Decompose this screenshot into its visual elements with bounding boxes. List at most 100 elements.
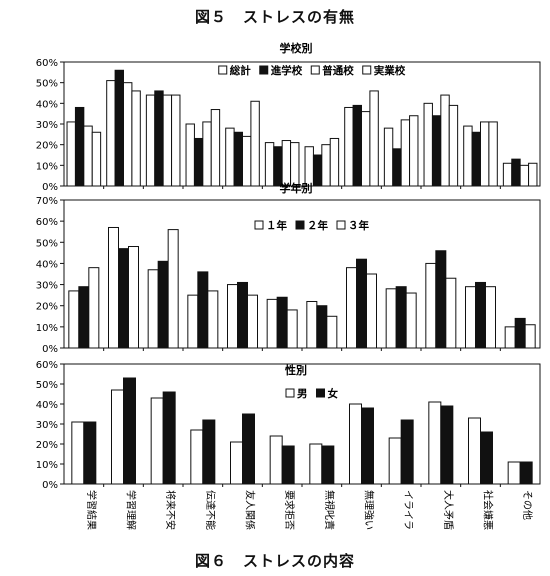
legend-label: 進学校 xyxy=(271,64,303,77)
bar-２年-友人関係 xyxy=(237,281,248,349)
x-category-label: 友人関係 xyxy=(244,490,257,530)
y-tick-label: 10% xyxy=(36,460,58,471)
bar-総計-無視叱責 xyxy=(304,146,314,187)
legend-label: 普通校 xyxy=(322,64,354,77)
x-category-label: イライラ xyxy=(402,490,414,530)
bar-進学校-要求拒否 xyxy=(273,146,283,187)
bar-進学校-イライラ xyxy=(392,148,402,187)
bar-女-伝達不能 xyxy=(202,419,216,485)
x-category-label: 学習結果 xyxy=(85,490,98,530)
bar-進学校-学習結果 xyxy=(74,106,85,187)
x-category-label: 無視叱責 xyxy=(323,490,336,530)
bar-女-将来不安 xyxy=(162,391,176,485)
y-tick-label: 0% xyxy=(42,344,58,355)
legend: 男女 xyxy=(285,387,339,400)
bar-１年-要求拒否 xyxy=(266,298,278,349)
y-tick-label: 40% xyxy=(36,400,58,411)
bar-進学校-伝達不能 xyxy=(193,137,204,187)
legend: １年 ２年 ３年 xyxy=(254,219,369,232)
bar-２年-その他 xyxy=(514,317,526,349)
bar-普通校-要求拒否 xyxy=(281,140,292,187)
bar-２年-大人矛盾 xyxy=(435,250,447,349)
legend-swatch xyxy=(310,65,320,75)
bar-３年-友人関係 xyxy=(247,294,258,349)
bar-女-要求拒否 xyxy=(281,445,295,485)
x-category-label: 無理強い xyxy=(363,490,376,530)
bar-３年-無理強い xyxy=(366,273,377,349)
bar-実業校-無理強い xyxy=(369,90,379,187)
legend-label: ３年 xyxy=(348,219,369,232)
bar-男-無理強い xyxy=(349,403,362,485)
y-tick-label: 40% xyxy=(36,99,58,110)
bar-１年-伝達不能 xyxy=(187,294,199,349)
bar-女-無視叱責 xyxy=(321,445,335,485)
y-tick-label: 40% xyxy=(36,259,58,270)
bar-男-伝達不能 xyxy=(190,429,204,485)
bar-実業校-社会嫌悪 xyxy=(488,121,498,187)
bar-男-社会嫌悪 xyxy=(468,417,481,485)
bar-男-学習結果 xyxy=(71,421,85,485)
bar-実業校-要求拒否 xyxy=(290,142,300,187)
bar-３年-イライラ xyxy=(405,292,417,349)
bar-３年-無視叱責 xyxy=(326,315,338,349)
bar-男-友人関係 xyxy=(230,441,243,485)
bar-２年-要求拒否 xyxy=(276,296,288,349)
bar-２年-イライラ xyxy=(395,286,407,349)
x-category-label: 学習理解 xyxy=(125,490,138,530)
bar-男-将来不安 xyxy=(150,397,164,485)
bar-男-無視叱責 xyxy=(309,443,323,485)
legend-swatch xyxy=(218,65,228,75)
bar-１年-その他 xyxy=(504,326,516,349)
bar-進学校-社会嫌悪 xyxy=(471,131,482,187)
bar-総計-社会嫌悪 xyxy=(463,125,473,187)
bar-普通校-イライラ xyxy=(400,119,411,187)
bar-普通校-友人関係 xyxy=(242,135,252,187)
bar-３年-社会嫌悪 xyxy=(485,286,496,349)
bar-女-大人矛盾 xyxy=(440,405,454,485)
bar-普通校-無視叱責 xyxy=(321,144,331,187)
x-category-label: 大人矛盾 xyxy=(442,490,455,530)
bar-総計-友人関係 xyxy=(225,127,235,187)
bar-進学校-その他 xyxy=(511,158,521,187)
bar-実業校-伝達不能 xyxy=(210,109,221,187)
chart-panel-2: 0% 10% 20% 30% 40% 50% 60% 70% 学年別 １年 ２年 ３年 xyxy=(36,181,541,355)
y-tick-label: 60% xyxy=(36,217,58,228)
y-tick-label: 30% xyxy=(36,281,58,292)
y-tick-label: 60% xyxy=(36,58,58,69)
bar-実業校-友人関係 xyxy=(250,100,260,187)
legend-label: 実業校 xyxy=(374,64,406,77)
y-tick-label: 20% xyxy=(36,141,58,152)
x-category-label: 社会嫌悪 xyxy=(482,490,495,530)
bar-普通校-その他 xyxy=(519,164,530,187)
bar-実業校-無視叱責 xyxy=(329,137,340,187)
bar-男-その他 xyxy=(507,461,521,485)
y-tick-label: 20% xyxy=(36,440,58,451)
y-tick-label: 30% xyxy=(36,420,58,431)
legend-swatch xyxy=(285,388,295,398)
legend-swatch xyxy=(336,220,346,230)
bar-１年-大人矛盾 xyxy=(425,262,437,349)
bar-１年-イライラ xyxy=(385,288,397,349)
bar-総計-伝達不能 xyxy=(185,123,195,187)
legend: 総計 進学校 普通校 実業校 xyxy=(218,64,406,77)
y-tick-label: 50% xyxy=(36,380,58,391)
bar-普通校-伝達不能 xyxy=(202,121,212,187)
bar-総計-将来不安 xyxy=(145,94,156,187)
bar-２年-社会嫌悪 xyxy=(475,281,486,349)
bar-進学校-無理強い xyxy=(352,104,363,187)
legend-label: １年 xyxy=(266,219,287,232)
bar-普通校-大人矛盾 xyxy=(440,94,450,187)
bar-進学校-無視叱責 xyxy=(312,154,323,187)
bar-実業校-学習結果 xyxy=(91,131,102,187)
y-tick-label: 0% xyxy=(42,182,58,193)
bar-総計-要求拒否 xyxy=(264,142,275,187)
panel-title: 学校別 xyxy=(280,41,313,55)
legend-label: 女 xyxy=(328,387,339,400)
bar-３年-学習理解 xyxy=(128,246,139,349)
bar-普通校-無理強い xyxy=(361,111,371,187)
bar-３年-大人矛盾 xyxy=(445,277,457,349)
bar-普通校-学習結果 xyxy=(83,125,93,187)
legend-swatch xyxy=(295,220,305,230)
